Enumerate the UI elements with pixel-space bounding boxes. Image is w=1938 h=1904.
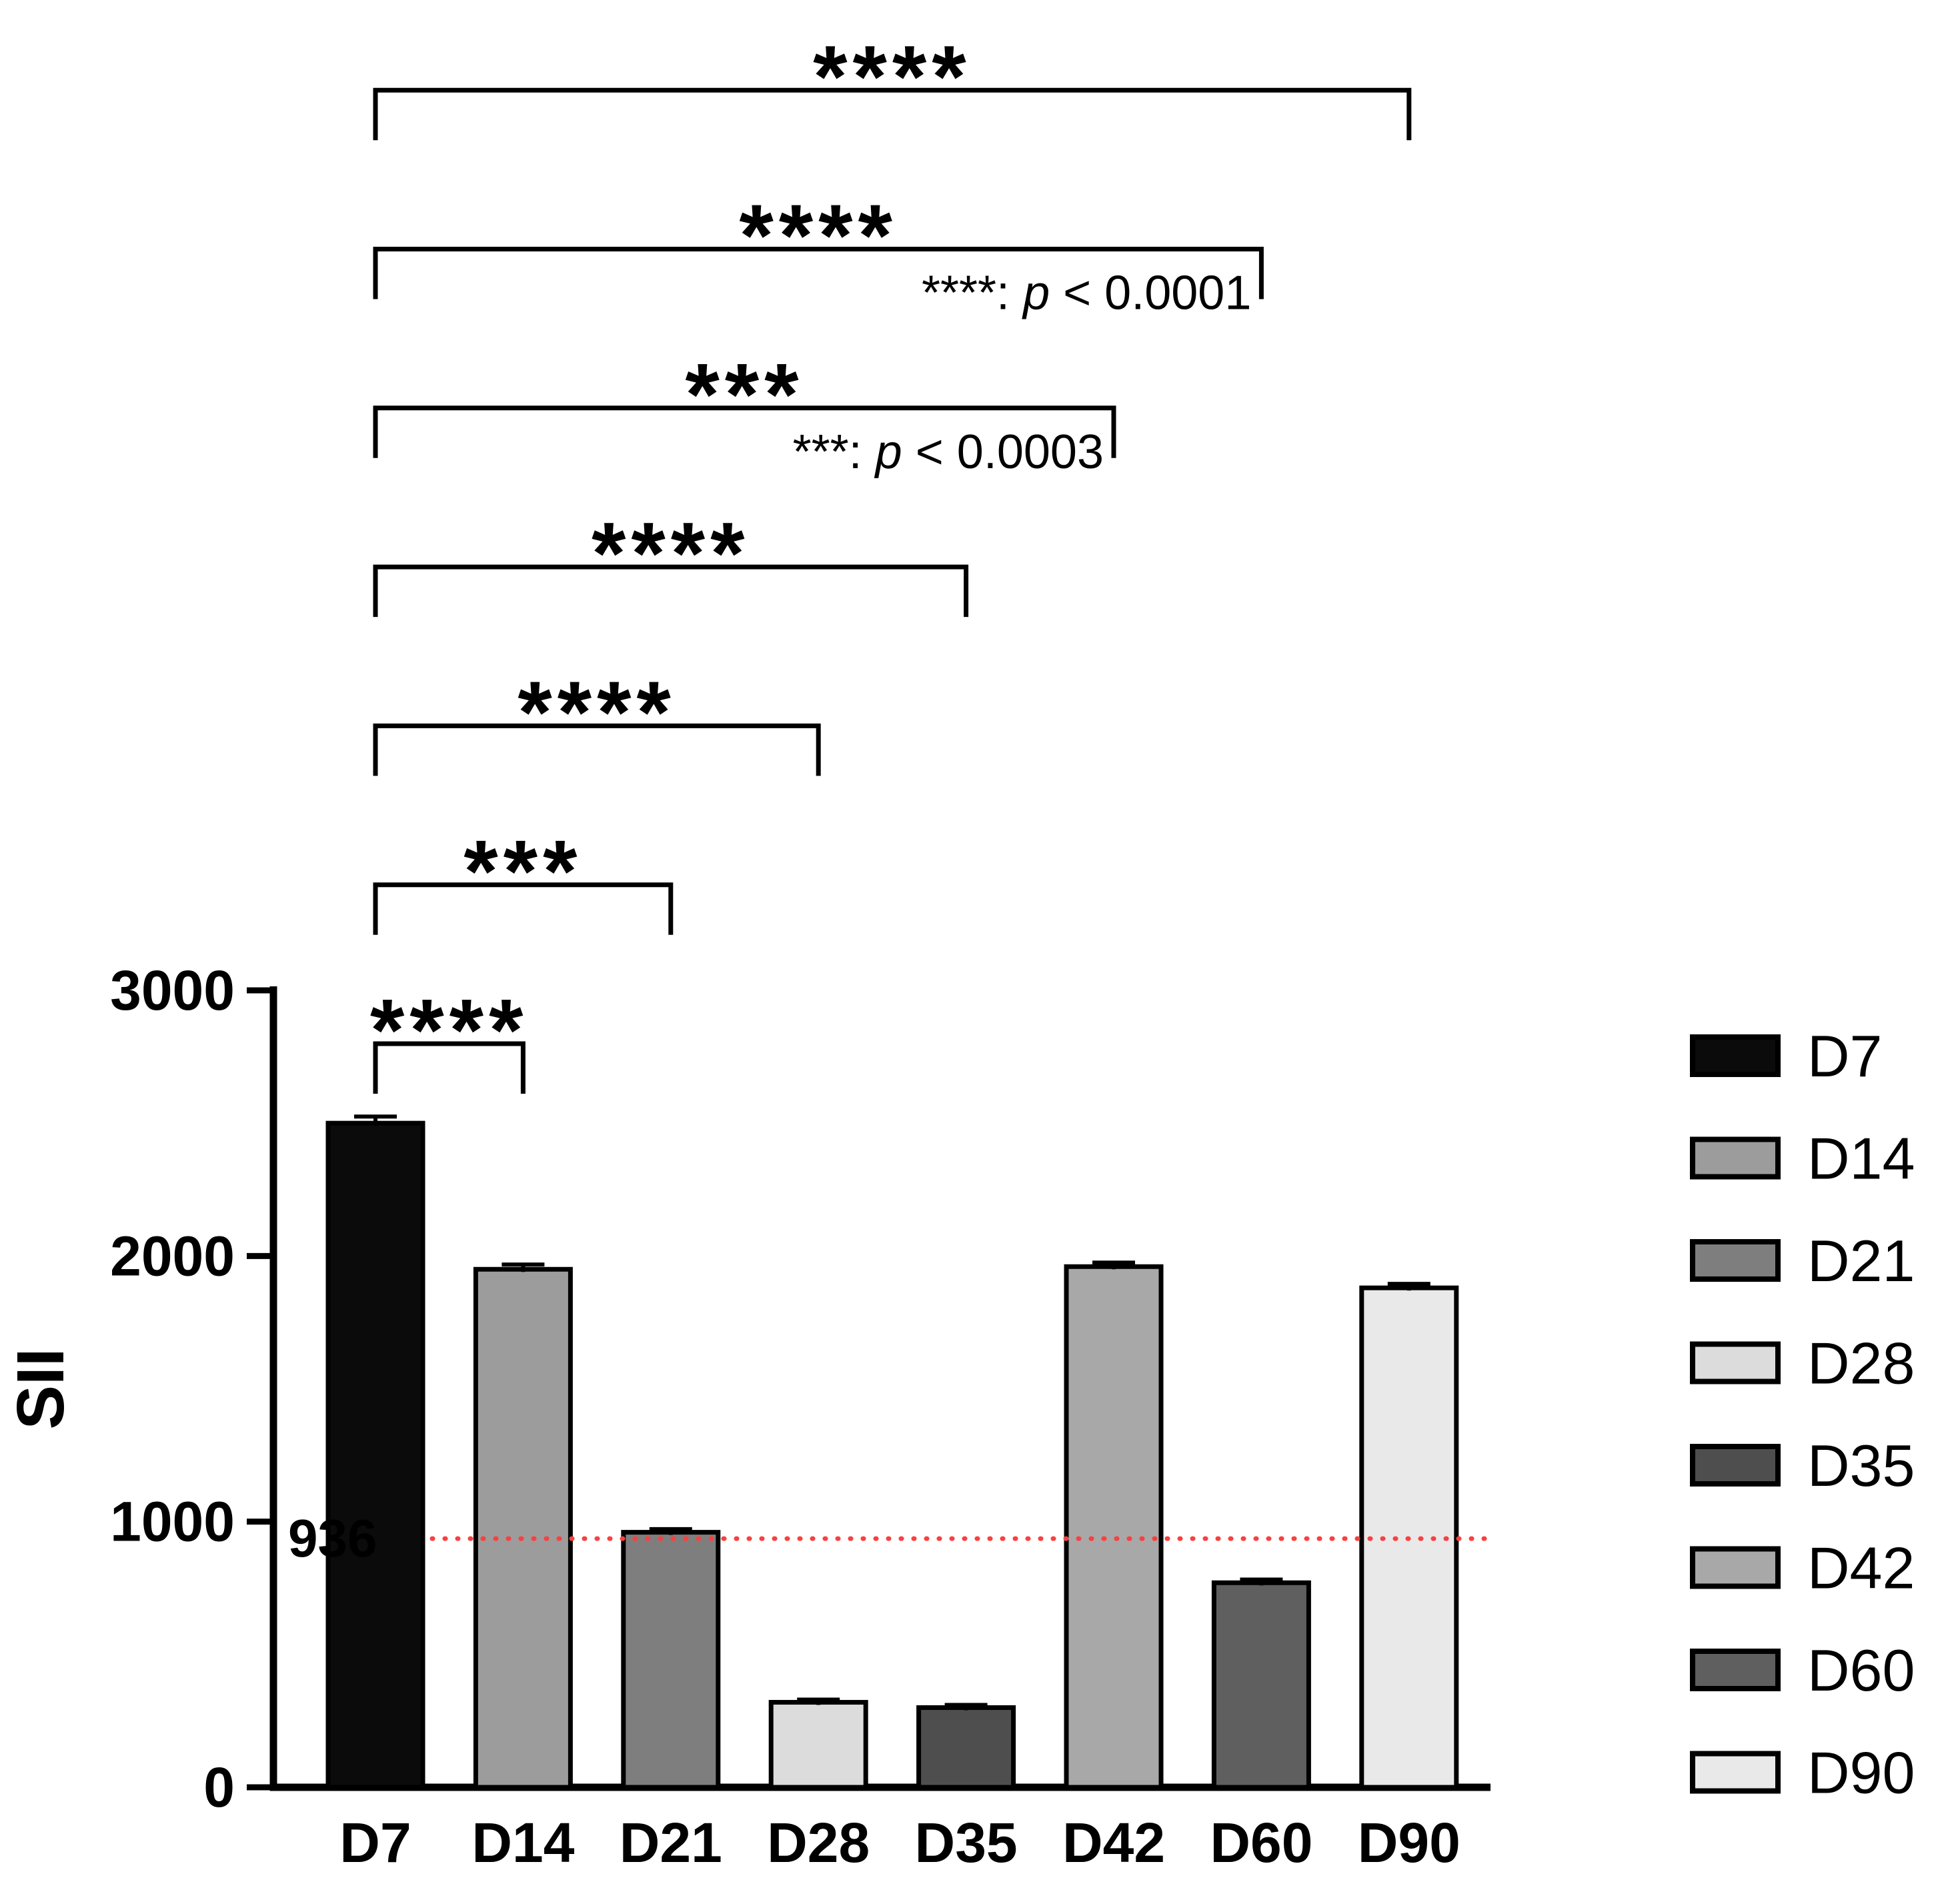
significance-bracket-D7-D14 xyxy=(373,1041,526,1094)
significance-bracket-D7-D42 xyxy=(373,405,1116,458)
x-tick-label-D90: D90 xyxy=(1358,1811,1461,1874)
legend-label-D28: D28 xyxy=(1807,1330,1915,1396)
significance-note: ****: p < 0.0001 xyxy=(922,267,1251,320)
x-tick-label-D14: D14 xyxy=(471,1811,574,1874)
bar-D28 xyxy=(768,1700,868,1790)
x-tick-label-D35: D35 xyxy=(915,1811,1018,1874)
legend-label-D42: D42 xyxy=(1807,1535,1915,1601)
legend-swatch-D90 xyxy=(1690,1751,1781,1794)
legend-item-D21: D21 xyxy=(1690,1228,1915,1294)
y-tick-label: 2000 xyxy=(110,1224,235,1287)
bar-D42 xyxy=(1064,1264,1164,1790)
x-tick-label-D21: D21 xyxy=(620,1811,722,1874)
legend-item-D7: D7 xyxy=(1690,1023,1883,1089)
legend-item-D28: D28 xyxy=(1690,1330,1915,1396)
legend-swatch-D14 xyxy=(1690,1136,1781,1180)
legend-swatch-D42 xyxy=(1690,1546,1781,1589)
y-tick-label: 3000 xyxy=(110,959,235,1022)
x-tick-label-D60: D60 xyxy=(1210,1811,1312,1874)
legend-label-D21: D21 xyxy=(1807,1228,1915,1294)
legend-item-D14: D14 xyxy=(1690,1126,1915,1192)
significance-bracket-D7-D90 xyxy=(373,87,1412,141)
legend-label-D14: D14 xyxy=(1807,1126,1915,1192)
significance-stars-D7-D90: **** xyxy=(813,27,971,125)
legend-label-D90: D90 xyxy=(1807,1740,1915,1806)
significance-stars-D7-D21: *** xyxy=(463,822,582,920)
x-tick-label-D42: D42 xyxy=(1062,1811,1165,1874)
significance-stars-D7-D42: *** xyxy=(685,345,804,443)
reference-line-label: 936 xyxy=(288,1509,377,1568)
legend-label-D60: D60 xyxy=(1807,1637,1915,1703)
bar-D60 xyxy=(1211,1580,1311,1790)
legend-item-D35: D35 xyxy=(1690,1433,1915,1499)
legend-item-D42: D42 xyxy=(1690,1535,1915,1601)
significance-stars-D7-D35: **** xyxy=(592,504,750,602)
legend-swatch-D7 xyxy=(1690,1034,1781,1077)
y-axis-title: SII xyxy=(3,1348,78,1429)
legend-item-D60: D60 xyxy=(1690,1637,1915,1703)
y-tick-label: 1000 xyxy=(110,1491,235,1553)
x-tick-label-D7: D7 xyxy=(339,1811,411,1874)
significance-note: ***: p < 0.0003 xyxy=(793,425,1104,479)
significance-bracket-D7-D60 xyxy=(373,247,1264,299)
significance-bracket-D7-D35 xyxy=(373,564,969,618)
significance-bracket-D7-D28 xyxy=(373,723,821,776)
legend-swatch-D35 xyxy=(1690,1444,1781,1487)
legend-swatch-D21 xyxy=(1690,1239,1781,1282)
y-tick-label: 0 xyxy=(203,1756,235,1819)
legend-swatch-D28 xyxy=(1690,1341,1781,1384)
significance-stars-D7-D14: **** xyxy=(370,981,528,1079)
significance-bracket-D7-D21 xyxy=(373,882,674,935)
legend-label-D35: D35 xyxy=(1807,1433,1915,1499)
legend-swatch-D60 xyxy=(1690,1649,1781,1691)
legend-label-D7: D7 xyxy=(1807,1023,1883,1089)
x-tick-label-D28: D28 xyxy=(767,1811,870,1874)
bar-D35 xyxy=(916,1705,1016,1790)
legend-item-D90: D90 xyxy=(1690,1740,1915,1806)
significance-stars-D7-D28: **** xyxy=(518,663,676,761)
significance-stars-D7-D60: **** xyxy=(739,187,897,285)
bar-D7 xyxy=(325,1120,425,1790)
bar-D21 xyxy=(621,1530,721,1790)
bar-D14 xyxy=(473,1266,573,1790)
